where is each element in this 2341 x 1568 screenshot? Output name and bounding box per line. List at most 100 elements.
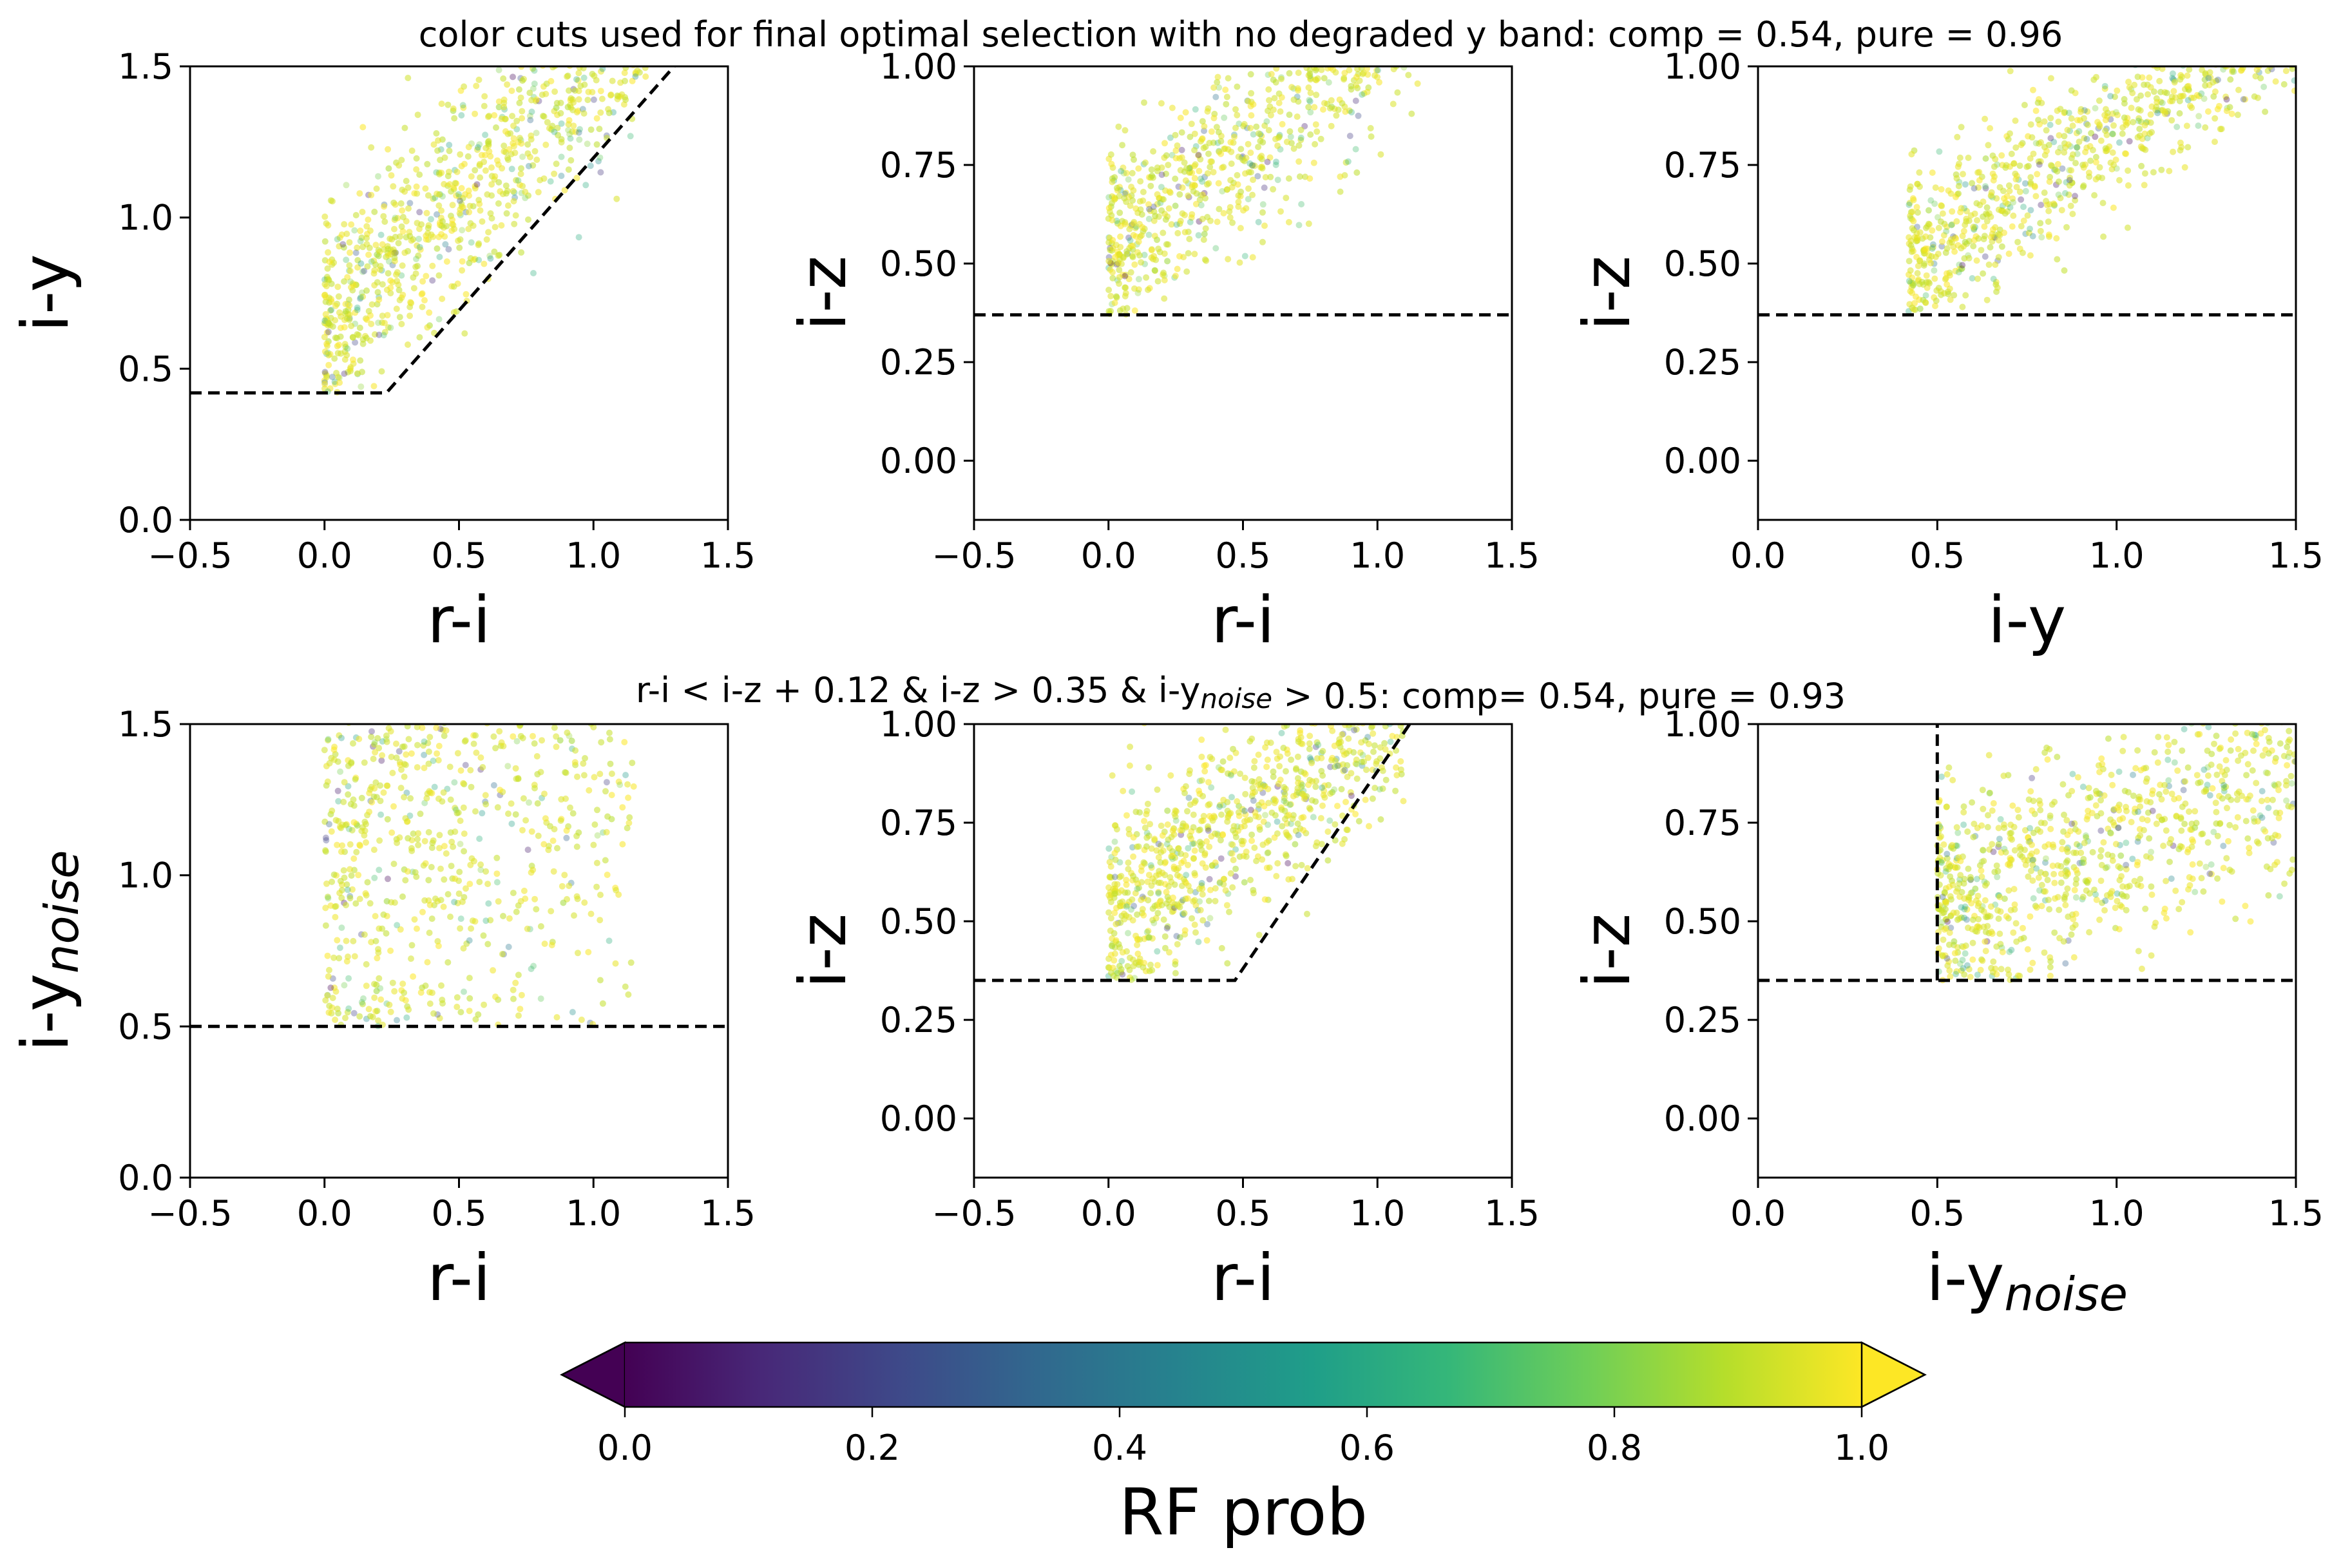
data-point (1910, 306, 1917, 313)
data-point (557, 817, 564, 824)
data-point (1306, 98, 1314, 105)
data-point (2082, 161, 2089, 168)
data-point (1306, 66, 1314, 73)
data-point (359, 244, 367, 251)
data-point (451, 115, 458, 122)
data-point (1369, 767, 1376, 773)
data-point (2066, 177, 2073, 184)
data-point (522, 188, 529, 195)
data-point (590, 724, 597, 731)
data-point (2074, 144, 2081, 151)
data-point (1232, 106, 1239, 113)
data-point (595, 158, 602, 165)
data-point (1953, 968, 1960, 975)
data-point (1374, 73, 1381, 81)
data-point (566, 131, 573, 138)
data-point (1304, 910, 1310, 917)
data-point (2032, 193, 2040, 200)
data-point (522, 817, 530, 824)
data-point (2195, 122, 2202, 129)
data-point (2059, 846, 2065, 853)
data-point (1181, 159, 1188, 166)
data-point (2157, 99, 2164, 106)
data-point (1262, 174, 1269, 181)
data-point (519, 108, 526, 115)
data-point (531, 67, 538, 74)
data-point (2245, 43, 2251, 50)
data-point (356, 736, 363, 743)
data-point (2030, 86, 2036, 93)
data-point (2257, 75, 2264, 82)
data-point (1927, 197, 1935, 204)
data-point (385, 258, 392, 265)
data-point (1134, 289, 1142, 296)
data-point (383, 732, 390, 739)
data-point (1174, 941, 1181, 948)
data-point (2057, 195, 2064, 202)
data-point (1176, 191, 1183, 198)
data-point (627, 959, 635, 966)
data-point (547, 679, 553, 685)
data-point (2210, 93, 2217, 100)
data-point (408, 148, 416, 154)
data-point (1906, 278, 1913, 285)
data-point (343, 881, 350, 888)
data-point (2050, 870, 2058, 877)
data-point (1451, 0, 1458, 5)
data-point (1202, 761, 1209, 769)
data-point (1123, 877, 1130, 883)
data-point (2092, 133, 2099, 140)
data-point (1942, 916, 1949, 923)
data-point (372, 937, 379, 944)
data-point (1254, 173, 1261, 180)
data-point (381, 573, 388, 579)
data-point (1295, 738, 1302, 745)
data-point (1196, 827, 1202, 834)
data-point (537, 769, 544, 776)
data-point (598, 95, 606, 102)
data-point (337, 768, 344, 775)
data-point (354, 304, 361, 311)
data-point (2228, 29, 2234, 35)
data-point (2128, 819, 2135, 826)
data-point (1157, 879, 1164, 886)
data-point (606, 736, 613, 743)
data-point (1185, 845, 1192, 852)
data-point (368, 144, 375, 151)
data-point (519, 153, 526, 160)
data-point (1158, 100, 1165, 107)
data-point (1428, 3, 1435, 9)
data-point (513, 636, 519, 643)
data-point (1914, 270, 1921, 277)
data-point (564, 73, 571, 80)
data-point (377, 231, 385, 238)
data-point (1908, 248, 1915, 255)
data-point (2136, 132, 2143, 139)
data-point (1196, 167, 1203, 175)
data-point (343, 231, 350, 237)
data-point (1354, 654, 1361, 660)
data-point (358, 294, 364, 301)
data-point (1105, 845, 1113, 852)
data-point (2150, 88, 2157, 95)
data-point (441, 705, 447, 712)
data-point (531, 895, 539, 903)
data-point (506, 915, 513, 922)
data-point (627, 133, 634, 140)
data-point (1290, 145, 1297, 152)
data-point (1261, 184, 1268, 191)
data-point (365, 709, 371, 716)
data-point (321, 686, 328, 693)
data-point (1268, 71, 1275, 77)
data-point (589, 582, 596, 588)
data-point (2086, 929, 2093, 936)
data-point (384, 661, 390, 667)
data-point (396, 748, 403, 755)
data-point (410, 830, 417, 837)
data-point (376, 331, 383, 338)
data-point (487, 210, 494, 217)
data-point (1962, 238, 1969, 245)
data-point (435, 743, 443, 749)
data-point (586, 787, 593, 794)
data-point (1259, 165, 1266, 172)
